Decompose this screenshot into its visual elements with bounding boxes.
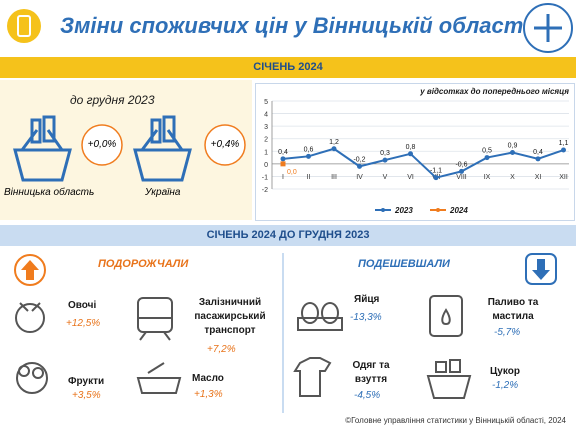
y-tick-label: 5: [264, 99, 268, 106]
value-label: 0,4: [533, 149, 543, 156]
value-label: 1,2: [329, 139, 339, 146]
x-tick-label: X: [510, 174, 515, 181]
y-tick-label: -1: [262, 174, 268, 181]
value-label: 0,3: [380, 150, 390, 157]
value-label: 0,0: [287, 169, 297, 176]
x-tick-label: I: [282, 174, 284, 181]
icons: [14, 253, 557, 413]
legend-marker: [436, 208, 440, 212]
point: [331, 146, 337, 152]
point: [484, 155, 490, 161]
point: [280, 156, 286, 162]
y-tick-label: 4: [264, 112, 268, 119]
item-label: Масло: [192, 373, 224, 384]
y-tick-label: -2: [262, 187, 268, 194]
chart-frame: [255, 83, 575, 221]
label: Україна: [145, 187, 181, 198]
point: [306, 153, 311, 159]
y-tick-label: 2: [264, 137, 268, 144]
x-tick-label: VI: [407, 174, 414, 181]
item-label: Одяг та взуття: [352, 360, 390, 385]
title: Зміни споживчих цін у Вінницькій області: [60, 13, 530, 38]
month-banner: СІЧЕНЬ 2024: [0, 57, 576, 78]
point: [280, 161, 286, 167]
value-label: -0,2: [353, 156, 365, 163]
point: [459, 168, 464, 174]
item-label: Паливо та мастила: [487, 297, 539, 322]
footer: ©Головне управління статистики у Вінниць…: [345, 416, 566, 425]
point: [510, 150, 515, 156]
point: [382, 157, 388, 163]
y-tick-label: 1: [264, 149, 268, 156]
item-label: Яйця: [354, 294, 380, 305]
value-label: 1,1: [559, 140, 569, 147]
value-label: 0,4: [278, 149, 288, 156]
point: [561, 147, 566, 153]
x-tick-label: XI: [535, 174, 542, 181]
point: [535, 156, 541, 162]
x-tick-label: VIII: [456, 174, 467, 181]
chart-title: у відсотках до попереднього місяця: [419, 87, 569, 96]
logo: [523, 3, 573, 53]
x-tick-label: XII: [559, 174, 568, 181]
section-banner: СІЧЕНЬ 2024 ДО ГРУДНЯ 2023: [0, 225, 576, 246]
header-icon: [7, 9, 41, 43]
x-tick-label: IX: [484, 174, 491, 181]
value-label: -0,6: [455, 161, 467, 168]
header: Зміни споживчих цін у Вінницькій області: [0, 0, 576, 56]
point: [357, 163, 362, 169]
value-label: 0,5: [482, 148, 492, 155]
increased-title: ПОДОРОЖЧАЛИ: [98, 258, 189, 270]
value-label: 0,8: [406, 144, 416, 151]
value-label: -1,1: [430, 168, 442, 175]
x-tick-label: II: [307, 174, 311, 181]
y-tick-label: 0: [264, 162, 268, 169]
legend-marker: [381, 208, 385, 212]
item-label: Овочі: [68, 300, 97, 311]
value: +0,0%: [87, 139, 117, 150]
x-tick-label: IV: [356, 174, 363, 181]
subtitle: до грудня 2023: [70, 93, 155, 107]
y-tick-label: 3: [264, 124, 268, 131]
item-value: +3,5%: [72, 390, 101, 401]
item-value: -1,2%: [492, 380, 519, 391]
point: [408, 151, 413, 157]
x-tick-label: V: [383, 174, 388, 181]
item-label: Цукор: [490, 366, 520, 377]
value: +0,4%: [210, 139, 240, 150]
item-value: -4,5%: [354, 390, 381, 401]
item-label: Фрукти: [68, 376, 105, 387]
chart: у відсотках до попереднього місяця -2 -1 0 1…: [255, 83, 575, 221]
legend-label: 2023: [394, 206, 413, 215]
decreased-title: ПОДЕШЕВШАЛИ: [358, 258, 450, 270]
item-label: Залізничний пасажирський транспорт: [194, 297, 266, 336]
line: [282, 147, 564, 179]
item-value: -5,7%: [494, 327, 521, 338]
label: Вінницька область: [4, 187, 95, 198]
x-tick-label: III: [331, 174, 337, 181]
item-value: +7,2%: [207, 344, 236, 355]
point: [433, 175, 439, 181]
item-value: +12,5%: [66, 318, 101, 329]
legend-label: 2024: [449, 206, 468, 215]
value-label: 0,6: [304, 146, 314, 153]
item-value: -13,3%: [350, 312, 382, 323]
summary: до грудня 2023 +0,0% +0,4% Вінницька обл…: [0, 80, 252, 220]
value-label: 0,9: [508, 143, 518, 150]
item-value: +1,3%: [194, 389, 223, 400]
baskets: [13, 115, 246, 182]
